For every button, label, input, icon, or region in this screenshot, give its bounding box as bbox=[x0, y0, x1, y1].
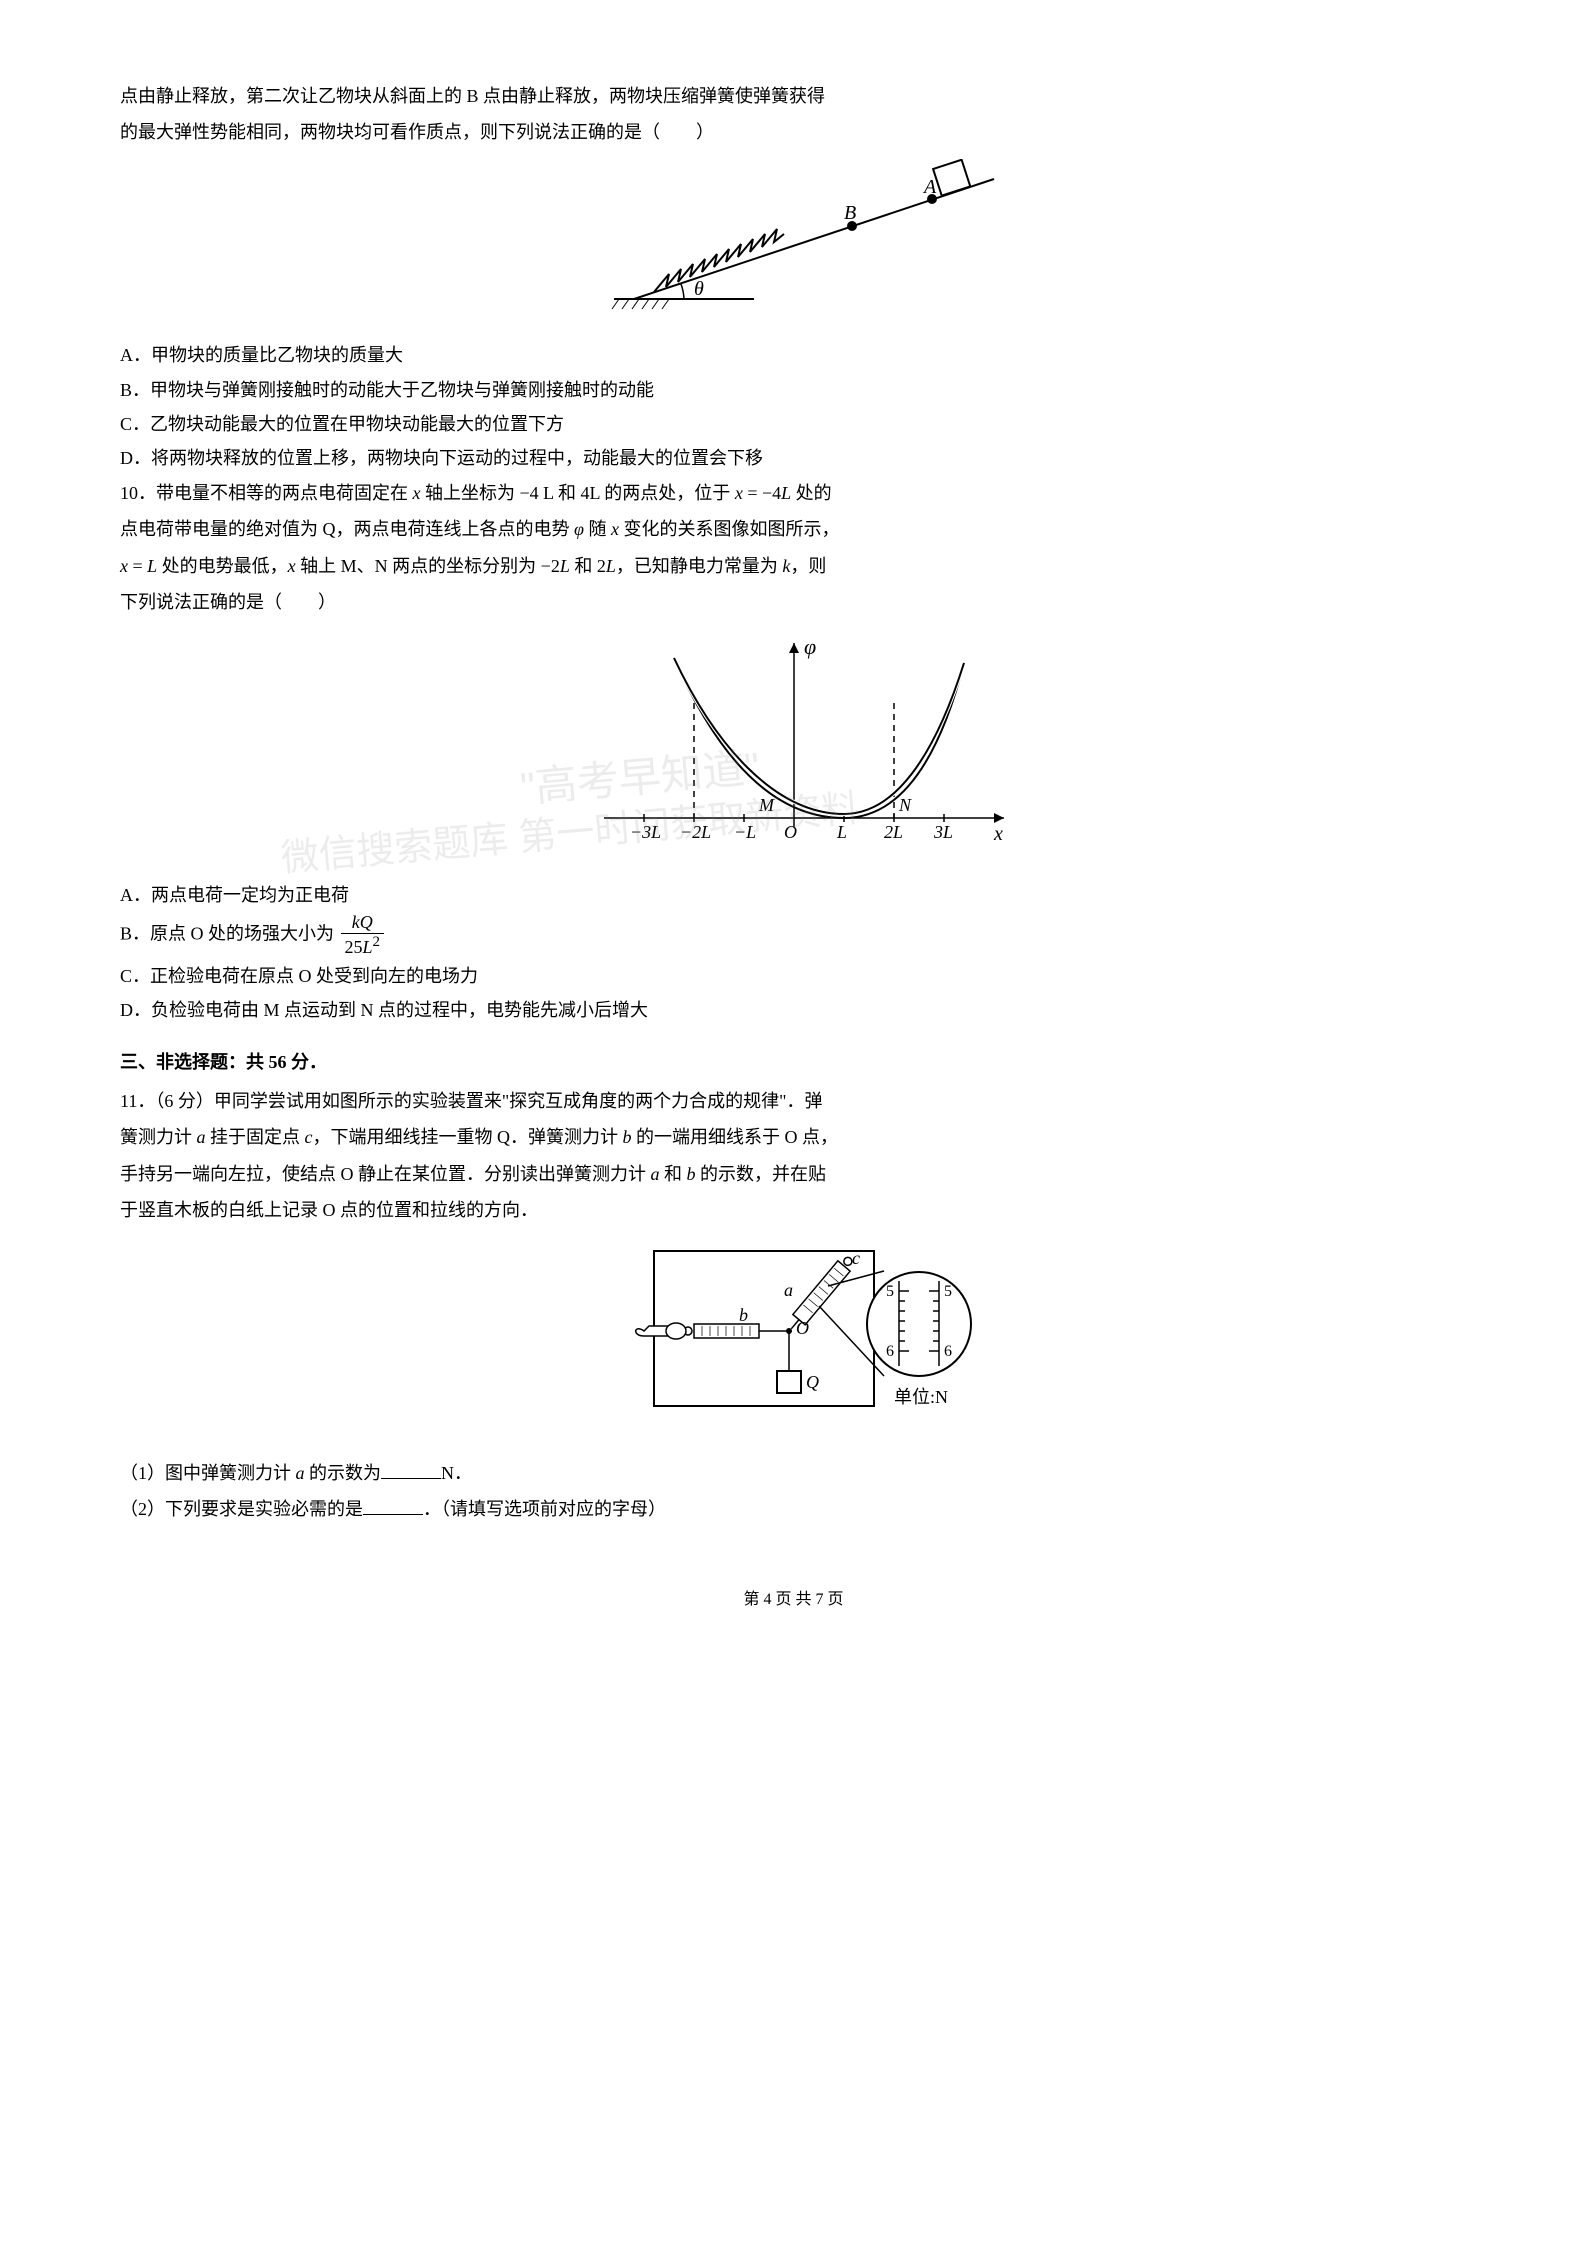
q9-option-b: B．甲物块与弹簧刚接触时的动能大于乙物块与弹簧刚接触时的动能 bbox=[120, 374, 1467, 406]
svg-text:M: M bbox=[758, 795, 775, 815]
q10-line1: 10．带电量不相等的两点电荷固定在 x 轴上坐标为 −4 L 和 4L 的两点处… bbox=[120, 477, 1467, 509]
point-b-label: B bbox=[844, 202, 856, 224]
svg-text:a: a bbox=[784, 1280, 793, 1300]
svg-text:Q: Q bbox=[806, 1372, 819, 1392]
q11-line4: 于竖直木板的白纸上记录 O 点的位置和拉线的方向． bbox=[120, 1194, 1467, 1226]
svg-text:O: O bbox=[784, 822, 797, 842]
q10-line3: x = L 处的电势最低，x 轴上 M、N 两点的坐标分别为 −2L 和 2L，… bbox=[120, 550, 1467, 582]
svg-text:5: 5 bbox=[944, 1283, 952, 1300]
svg-text:6: 6 bbox=[886, 1343, 894, 1360]
angle-label: θ bbox=[694, 278, 704, 300]
svg-text:单位:N: 单位:N bbox=[894, 1387, 948, 1407]
q11-sub1: （1）图中弹簧测力计 a 的示数为N． bbox=[120, 1457, 1467, 1489]
q11-diagram: c a O Q bbox=[120, 1236, 1467, 1446]
q9-diagram: θ B A bbox=[120, 159, 1467, 329]
q10-option-d: D．负检验电荷由 M 点运动到 N 点的过程中，电势能先减小后增大 bbox=[120, 994, 1467, 1026]
point-a-label: A bbox=[922, 176, 937, 198]
q11-line2: 簧测力计 a 挂于固定点 c，下端用细线挂一重物 Q．弹簧测力计 b 的一端用细… bbox=[120, 1121, 1467, 1153]
svg-text:6: 6 bbox=[944, 1343, 952, 1360]
svg-text:−3L: −3L bbox=[630, 822, 661, 842]
q10-diagram: −3L −2L −L O L 2L 3L x φ M N bbox=[120, 628, 1467, 868]
q10-option-c: C．正检验电荷在原点 O 处受到向左的电场力 bbox=[120, 960, 1467, 992]
page-footer: 第 4 页 共 7 页 bbox=[120, 1586, 1467, 1615]
svg-text:3L: 3L bbox=[933, 822, 953, 842]
q10-option-b: B．原点 O 处的场强大小为 kQ 25L2 bbox=[120, 913, 1467, 958]
svg-text:−2L: −2L bbox=[680, 822, 711, 842]
q10-line2: 点电荷带电量的绝对值为 Q，两点电荷连线上各点的电势 φ 随 x 变化的关系图像… bbox=[120, 513, 1467, 545]
q9-continuation-line2: 的最大弹性势能相同，两物块均可看作质点，则下列说法正确的是（ ） bbox=[120, 116, 1467, 148]
svg-text:φ: φ bbox=[804, 634, 816, 659]
q11-line1: 11．（6 分）甲同学尝试用如图所示的实验装置来"探究互成角度的两个力合成的规律… bbox=[120, 1085, 1467, 1117]
q11-sub2: （2）下列要求是实验必需的是．（请填写选项前对应的字母） bbox=[120, 1493, 1467, 1525]
section3-title: 三、非选择题：共 56 分． bbox=[120, 1046, 1467, 1078]
svg-text:x: x bbox=[993, 823, 1003, 845]
q9-option-c: C．乙物块动能最大的位置在甲物块动能最大的位置下方 bbox=[120, 408, 1467, 440]
q9-option-d: D．将两物块释放的位置上移，两物块向下运动的过程中，动能最大的位置会下移 bbox=[120, 442, 1467, 474]
svg-text:N: N bbox=[898, 795, 912, 815]
q11-line3: 手持另一端向左拉，使结点 O 静止在某位置．分别读出弹簧测力计 a 和 b 的示… bbox=[120, 1158, 1467, 1190]
svg-text:L: L bbox=[836, 822, 847, 842]
q10-option-a: A．两点电荷一定均为正电荷 bbox=[120, 879, 1467, 911]
svg-text:−L: −L bbox=[734, 822, 756, 842]
svg-text:O: O bbox=[796, 1318, 809, 1338]
svg-text:5: 5 bbox=[886, 1283, 894, 1300]
svg-text:2L: 2L bbox=[884, 822, 903, 842]
q9-continuation-line1: 点由静止释放，第二次让乙物块从斜面上的 B 点由静止释放，两物块压缩弹簧使弹簧获… bbox=[120, 80, 1467, 112]
svg-text:b: b bbox=[739, 1305, 748, 1325]
q10-line4: 下列说法正确的是（ ） bbox=[120, 586, 1467, 618]
svg-text:c: c bbox=[852, 1248, 860, 1268]
q9-option-a: A．甲物块的质量比乙物块的质量大 bbox=[120, 339, 1467, 371]
